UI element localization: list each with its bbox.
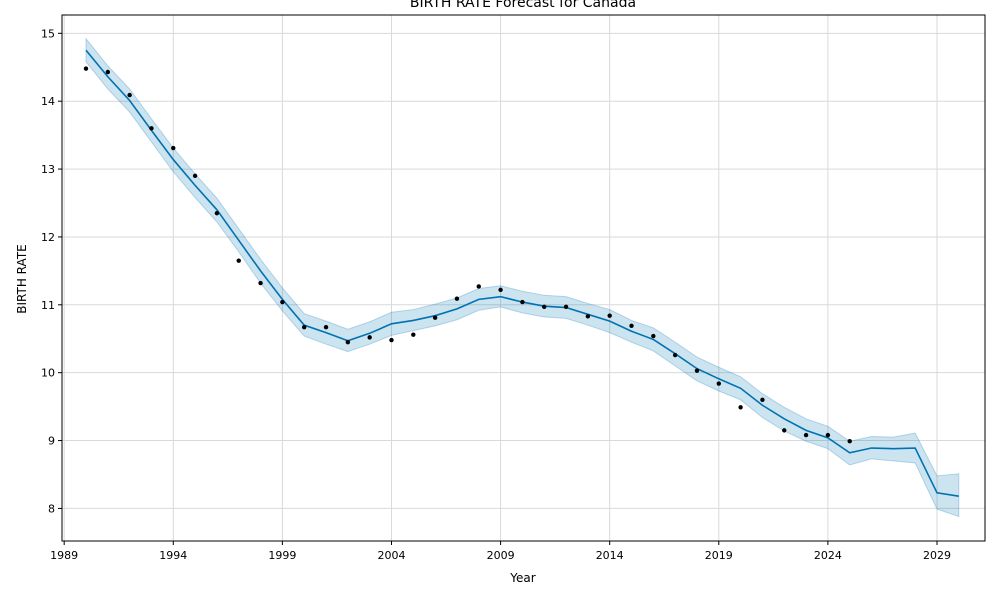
- data-point: [760, 397, 765, 403]
- y-tick-label: 13: [41, 163, 55, 176]
- data-point: [323, 325, 329, 330]
- data-point: [280, 299, 285, 305]
- data-point: [83, 66, 89, 71]
- y-axis-label: BIRTH RATE: [15, 244, 29, 313]
- data-point: [411, 332, 416, 337]
- data-point: [389, 337, 394, 343]
- data-point: [192, 173, 198, 179]
- y-tick-label: 10: [41, 367, 55, 380]
- y-tick-label: 11: [41, 299, 55, 312]
- data-point: [127, 92, 132, 98]
- data-point: [563, 304, 569, 310]
- chart-title: BIRTH RATE Forecast for Canada: [410, 0, 636, 11]
- data-point: [149, 126, 154, 131]
- data-point: [629, 323, 634, 329]
- data-point: [476, 284, 481, 289]
- data-point: [825, 432, 831, 438]
- data-point: [672, 352, 678, 358]
- data-point: [214, 210, 220, 216]
- data-point: [171, 145, 176, 151]
- data-point: [651, 333, 656, 339]
- data-point: [367, 335, 372, 340]
- data-point: [847, 439, 852, 444]
- y-tick-label: 15: [41, 27, 55, 40]
- data-point: [542, 304, 547, 310]
- data-point: [520, 299, 525, 305]
- data-point: [454, 296, 460, 301]
- y-tick-label: 12: [41, 231, 55, 244]
- data-point: [105, 69, 111, 75]
- data-point: [607, 313, 612, 318]
- y-axis: 8 9 10 11 12 13 14 15: [41, 27, 62, 515]
- data-point: [302, 325, 307, 330]
- y-tick-label: 9: [48, 435, 55, 448]
- data-point: [803, 432, 809, 438]
- data-point: [258, 280, 263, 286]
- y-tick-label: 14: [41, 95, 55, 108]
- x-axis: 1989 1994 1999 2004 2009 2014 2019 2024 2029: [50, 541, 951, 562]
- x-tick-label: 1994: [159, 549, 187, 562]
- x-tick-label: 2029: [923, 549, 951, 562]
- x-tick-label: 2004: [377, 549, 405, 562]
- x-tick-label: 2024: [814, 549, 842, 562]
- uncertainty-band: [85, 37, 960, 518]
- x-tick-label: 2019: [705, 549, 733, 562]
- x-tick-label: 1989: [50, 549, 78, 562]
- data-point: [585, 314, 591, 319]
- data-point: [498, 287, 503, 293]
- data-point: [782, 428, 787, 433]
- x-tick-label: 2014: [596, 549, 624, 562]
- x-tick-label: 2009: [487, 549, 515, 562]
- data-point: [345, 339, 351, 345]
- data-point: [236, 258, 241, 263]
- y-tick-label: 8: [48, 502, 55, 515]
- plot-frame: [61, 14, 986, 542]
- data-point: [432, 315, 438, 320]
- grid-lines: [62, 15, 985, 541]
- observed-points: [83, 66, 852, 444]
- data-point: [694, 368, 700, 373]
- x-tick-label: 1999: [268, 549, 296, 562]
- x-axis-label: Year: [509, 571, 535, 585]
- data-point: [716, 381, 721, 386]
- data-point: [738, 405, 743, 410]
